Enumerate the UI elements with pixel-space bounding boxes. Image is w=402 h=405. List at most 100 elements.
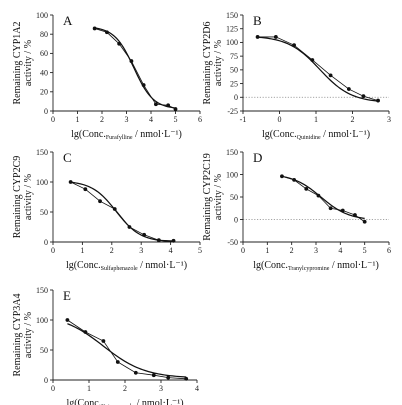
y-tick-label: 0 bbox=[234, 93, 238, 102]
x-axis-label-suffix: / nmol·L⁻¹) bbox=[321, 129, 370, 140]
data-point bbox=[105, 30, 109, 35]
data-point bbox=[127, 225, 132, 229]
y-axis-label: Remaining CYP2C19activity / % bbox=[202, 153, 224, 241]
x-axis-label-suffix: / nmol·L⁻¹) bbox=[138, 260, 187, 271]
panel-label-d: D bbox=[253, 150, 262, 165]
data-point bbox=[65, 318, 70, 322]
x-axis-label-subscript: Tranylcypromine bbox=[288, 266, 330, 272]
y-tick-label: 150 bbox=[226, 148, 238, 157]
data-point bbox=[68, 180, 73, 184]
x-axis-label-prefix: lg(Conc. bbox=[253, 260, 288, 271]
x-tick-label: 4 bbox=[149, 115, 153, 124]
x-tick-label: 5 bbox=[198, 246, 202, 255]
data-point bbox=[115, 360, 120, 364]
data-line bbox=[257, 36, 379, 101]
fit-curve bbox=[70, 181, 174, 243]
x-axis-label-suffix: / nmol·L⁻¹) bbox=[133, 129, 182, 140]
x-axis-label-prefix: lg(Conc. bbox=[262, 129, 297, 140]
data-point bbox=[273, 35, 278, 39]
fit-curve bbox=[257, 36, 379, 102]
data-point bbox=[173, 107, 178, 111]
data-point bbox=[166, 375, 171, 380]
x-axis-label-prefix: lg(Conc. bbox=[66, 260, 101, 271]
y-tick-label: 50 bbox=[230, 193, 238, 202]
data-point bbox=[166, 103, 171, 108]
x-tick-label: 2 bbox=[100, 115, 104, 124]
panel-label-e: E bbox=[63, 288, 71, 303]
x-axis-label-subscript: Furafylline bbox=[106, 134, 133, 141]
data-point bbox=[340, 208, 345, 213]
y-tick-label: 150 bbox=[226, 11, 238, 20]
y-tick-label: 0 bbox=[234, 215, 238, 224]
y-tick-label: 100 bbox=[226, 38, 238, 47]
y-tick-label: 50 bbox=[40, 208, 48, 217]
data-line bbox=[281, 175, 365, 223]
y-tick-label: 0 bbox=[44, 376, 48, 385]
y-axis-label-line: Remaining CYP3A4 bbox=[12, 293, 23, 376]
data-point bbox=[292, 178, 296, 182]
x-axis-label-suffix: / nmol·L⁻¹) bbox=[329, 260, 378, 271]
x-axis-label-suffix: / nmol·L⁻¹) bbox=[134, 398, 183, 405]
y-tick-label: 25 bbox=[230, 79, 238, 88]
y-tick-label: -50 bbox=[227, 238, 238, 247]
x-tick-label: 6 bbox=[387, 246, 391, 255]
y-axis-label-line: activity / % bbox=[213, 40, 224, 86]
data-point bbox=[328, 206, 333, 211]
data-point bbox=[353, 213, 357, 217]
y-tick-label: 100 bbox=[36, 178, 48, 187]
x-axis-label-subscript: Quinidine bbox=[297, 135, 321, 141]
y-tick-label: 150 bbox=[36, 286, 48, 295]
data-point bbox=[328, 73, 333, 78]
y-axis-label: Remaining CYP1A2activity / % bbox=[12, 21, 34, 104]
y-axis-label: Remaining CYP3A4activity / % bbox=[12, 293, 34, 376]
y-tick-label: 150 bbox=[36, 148, 48, 157]
data-point bbox=[255, 35, 260, 39]
y-tick-label: 20 bbox=[40, 88, 48, 97]
x-tick-label: 1 bbox=[87, 384, 91, 393]
x-axis-label: lg(Conc.Tranylcypromine / nmol·L⁻¹) bbox=[253, 260, 379, 272]
y-tick-label: 100 bbox=[36, 11, 48, 20]
y-axis-label-line: Remaining CYP2D6 bbox=[202, 21, 213, 104]
y-tick-label: 0 bbox=[44, 107, 48, 116]
data-point bbox=[280, 174, 284, 179]
y-tick-label: 100 bbox=[226, 170, 238, 179]
x-tick-label: 2 bbox=[351, 115, 355, 124]
data-point bbox=[376, 98, 380, 103]
y-tick-label: 80 bbox=[40, 30, 48, 39]
chart-panel-b: -25 0 25 50 75 100 125 150 -1 0 1 2 3 B Remaining CYP2… bbox=[202, 11, 391, 141]
x-tick-label: 0 bbox=[51, 246, 55, 255]
x-tick-label: -1 bbox=[240, 115, 247, 124]
data-point bbox=[98, 199, 102, 204]
x-tick-label: 0 bbox=[278, 115, 282, 124]
data-point bbox=[362, 219, 367, 224]
x-tick-label: 4 bbox=[195, 384, 199, 393]
x-tick-label: 3 bbox=[387, 115, 391, 124]
y-axis-label-line: Remaining CYP1A2 bbox=[12, 21, 23, 104]
fit-curve bbox=[67, 323, 187, 378]
data-point bbox=[184, 376, 189, 381]
y-axis-label: Remaining CYP2D6activity / % bbox=[202, 21, 224, 104]
x-tick-label: 2 bbox=[123, 384, 127, 393]
y-axis-label-line: Remaining CYP2C9 bbox=[12, 156, 23, 239]
x-tick-label: 3 bbox=[314, 246, 318, 255]
y-tick-label: 0 bbox=[44, 238, 48, 247]
data-point bbox=[92, 26, 97, 31]
data-point bbox=[142, 232, 147, 237]
y-axis-label-line: activity / % bbox=[213, 174, 224, 220]
y-tick-label: 75 bbox=[230, 52, 238, 61]
x-tick-label: 3 bbox=[125, 115, 129, 124]
y-tick-label: 60 bbox=[40, 49, 48, 58]
x-tick-label: 1 bbox=[314, 115, 318, 124]
data-point bbox=[117, 41, 122, 46]
y-tick-label: 50 bbox=[40, 346, 48, 355]
x-tick-label: 4 bbox=[338, 246, 342, 255]
data-point bbox=[133, 370, 138, 375]
chart-panel-c: 0 50 100 150 0 1 2 3 4 5 C Remaining CYP2C9activity… bbox=[12, 148, 202, 272]
data-point bbox=[361, 94, 366, 99]
y-tick-label: -25 bbox=[227, 107, 238, 116]
x-tick-label: 5 bbox=[363, 246, 367, 255]
x-axis-label-prefix: lg(Conc. bbox=[71, 129, 106, 140]
data-point bbox=[316, 193, 321, 198]
data-point bbox=[101, 339, 106, 343]
